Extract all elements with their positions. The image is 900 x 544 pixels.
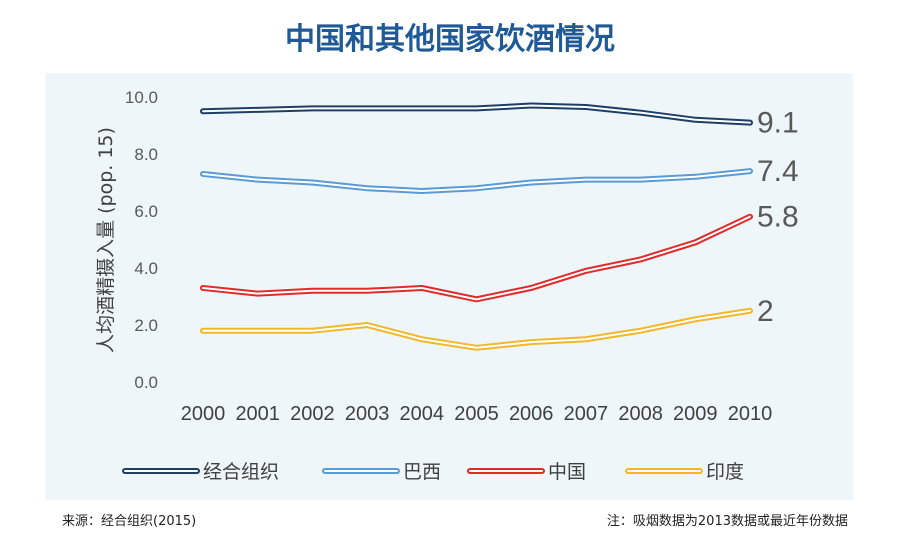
series-line-outline: [200, 307, 753, 351]
x-tick-label: 2001: [235, 403, 280, 425]
x-tick-label: 2000: [181, 403, 226, 425]
series-line: [200, 307, 753, 351]
legend-label: 巴西: [403, 461, 441, 483]
x-tick-label: 2007: [564, 403, 609, 425]
y-axis-ticks: 0.0 2.0 4.0 6.0 8.0 10.0: [125, 88, 158, 392]
series-end-label: 5.8: [757, 201, 799, 234]
x-tick-label: 2008: [618, 403, 663, 425]
y-tick-label: 10.0: [125, 88, 158, 107]
y-tick-label: 0.0: [134, 373, 158, 392]
series-line-core: [202, 104, 751, 124]
legend-label: 中国: [548, 461, 586, 483]
series-line-core: [202, 215, 751, 301]
y-tick-label: 2.0: [134, 316, 158, 335]
series-end-labels: 9.1 7.4 5.8 2: [757, 107, 799, 328]
series-end-label: 2: [757, 295, 774, 328]
x-tick-label: 2009: [673, 403, 718, 425]
series-end-label: 7.4: [757, 155, 799, 188]
series-end-label: 9.1: [757, 107, 799, 140]
footnote: 注：吸烟数据为2013数据或最近年份数据: [606, 514, 848, 529]
x-axis-ticks: 2000 2001 2002 2003 2004 2005 2006 2007 2008 2009…: [181, 403, 773, 425]
x-tick-label: 2004: [400, 403, 445, 425]
series-line-core: [202, 309, 751, 349]
series-line: [200, 102, 753, 126]
x-tick-label: 2002: [290, 403, 335, 425]
legend-label: 经合组织: [203, 461, 279, 483]
y-tick-label: 8.0: [134, 145, 158, 164]
chart-title: 中国和其他国家饮酒情况: [285, 22, 615, 57]
x-tick-label: 2006: [509, 403, 554, 425]
series-line: [200, 213, 753, 303]
x-tick-label: 2005: [454, 403, 499, 425]
legend-label: 印度: [706, 461, 744, 483]
series-lines: [200, 102, 753, 351]
series-line-core: [202, 170, 751, 193]
y-tick-label: 6.0: [134, 202, 158, 221]
series-line-outline: [200, 213, 753, 303]
source-note: 来源：经合组织(2015): [62, 514, 197, 529]
series-line: [200, 168, 753, 195]
legend: 经合组织 巴西 中国 印度: [122, 461, 744, 483]
x-tick-label: 2010: [728, 403, 773, 425]
x-tick-label: 2003: [345, 403, 390, 425]
y-axis-label: 人均酒精摄入量 (pop. 15): [95, 127, 117, 353]
plot-panel: [45, 73, 853, 500]
y-tick-label: 4.0: [134, 259, 158, 278]
